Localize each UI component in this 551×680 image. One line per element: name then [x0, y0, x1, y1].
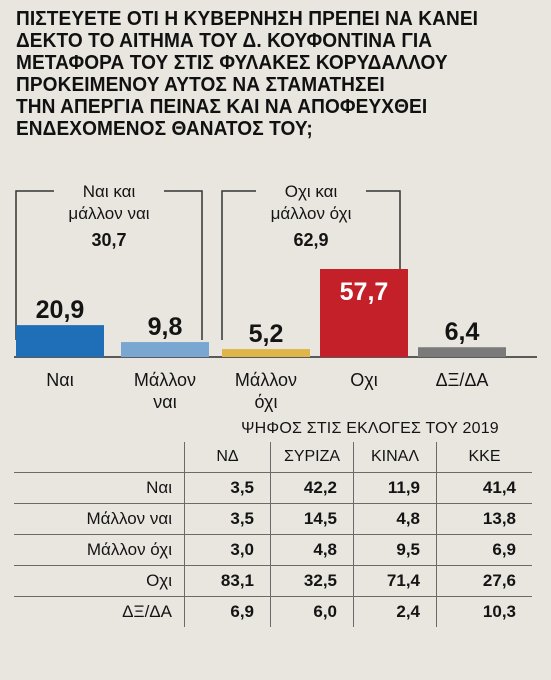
table-row-dk-na: ΔΞ/ΔΑ 6,9 6,0 2,4 10,3	[14, 596, 532, 627]
category-label: ναι	[153, 392, 176, 412]
group-label: μάλλον ναι	[68, 204, 149, 223]
cell-value: 4,8	[353, 503, 437, 535]
row-label: Μάλλον ναι	[14, 503, 185, 535]
cell-value: 6,9	[436, 534, 532, 566]
cell-value: 4,8	[270, 534, 354, 566]
bar-value-label: 57,7	[340, 278, 389, 306]
bar-value-label: 6,4	[445, 318, 480, 346]
cell-value: 14,5	[270, 503, 354, 535]
cell-value: 2,4	[353, 596, 437, 627]
cell-value: 3,5	[184, 503, 271, 535]
cell-value: 9,5	[353, 534, 437, 566]
bar-value-label: 5,2	[249, 320, 284, 348]
bar-value-label: 20,9	[36, 296, 85, 324]
category-label: Οχι	[350, 370, 377, 390]
cell-value: 3,0	[184, 534, 271, 566]
bars: 20,9 9,8 5,2 57,7 6,4	[16, 269, 506, 357]
cell-value: 6,9	[184, 596, 271, 627]
group-bracket	[15, 190, 203, 340]
cell-value: 83,1	[184, 565, 271, 597]
category-label: Μάλλον	[134, 370, 196, 390]
bar-2	[222, 349, 310, 357]
table-row-rather-yes: Μάλλον ναι 3,5 14,5 4,8 13,8	[14, 503, 532, 535]
row-label: Οχι	[14, 565, 185, 597]
row-label: Μάλλον όχι	[14, 534, 185, 566]
header-blank	[14, 442, 185, 473]
category-label: Μάλλον	[235, 370, 297, 390]
group-label: Ναι και	[83, 182, 136, 201]
row-label: ΔΞ/ΔΑ	[14, 596, 185, 627]
bar-3	[320, 269, 408, 357]
col-header-kinal: ΚΙΝΑΛ	[353, 442, 437, 473]
bar-4	[418, 347, 506, 357]
votes-2019-table: ΝΔ ΣΥΡΙΖΑ ΚΙΝΑΛ ΚΚΕ Ναι 3,5 42,2 11,9 41…	[14, 442, 532, 627]
table-row-rather-no: Μάλλον όχι 3,0 4,8 9,5 6,9	[14, 534, 532, 566]
bar-value-label: 9,8	[148, 313, 183, 341]
cell-value: 3,5	[184, 472, 271, 504]
cell-value: 41,4	[436, 472, 532, 504]
cell-value: 10,3	[436, 596, 532, 627]
group-brackets: Ναι και μάλλον ναι 30,7 Οχι και μάλλον όχι 62…	[15, 182, 401, 340]
cell-value: 42,2	[270, 472, 354, 504]
col-header-nd: ΝΔ	[184, 442, 271, 473]
table-row-no: Οχι 83,1 32,5 71,4 27,6	[14, 565, 532, 597]
group-total: 62,9	[293, 230, 328, 250]
group-label: μάλλον όχι	[271, 204, 352, 223]
col-header-syriza: ΣΥΡΙΖΑ	[270, 442, 354, 473]
category-label: όχι	[255, 392, 278, 412]
cell-value: 13,8	[436, 503, 532, 535]
table-row-yes: Ναι 3,5 42,2 11,9 41,4	[14, 472, 532, 504]
cell-value: 6,0	[270, 596, 354, 627]
cell-value: 11,9	[353, 472, 437, 504]
table-header-row: ΝΔ ΣΥΡΙΖΑ ΚΙΝΑΛ ΚΚΕ	[14, 442, 532, 473]
category-label: ΔΞ/ΔΑ	[436, 370, 489, 390]
results-bar-chart: Ναι και μάλλον ναι 30,7 Οχι και μάλλον όχι 62…	[14, 182, 537, 412]
bar-1	[121, 342, 209, 357]
category-label: Ναι	[46, 370, 73, 390]
row-label: Ναι	[14, 472, 185, 504]
col-header-kke: ΚΚΕ	[436, 442, 532, 473]
cell-value: 71,4	[353, 565, 437, 597]
bar-0	[16, 325, 104, 357]
cell-value: 27,6	[436, 565, 532, 597]
cell-value: 32,5	[270, 565, 354, 597]
group-total: 30,7	[91, 230, 126, 250]
group-label: Οχι και	[285, 182, 338, 201]
question-title: ΠΙΣΤΕΥΕΤΕ ΟΤΙ Η ΚΥΒΕΡΝΗΣΗ ΠΡΕΠΕΙ ΝΑ ΚΑΝΕ…	[16, 7, 479, 140]
table-title: ΨΗΦΟΣ ΣΤΙΣ ΕΚΛΟΓΕΣ ΤΟΥ 2019	[241, 420, 499, 437]
